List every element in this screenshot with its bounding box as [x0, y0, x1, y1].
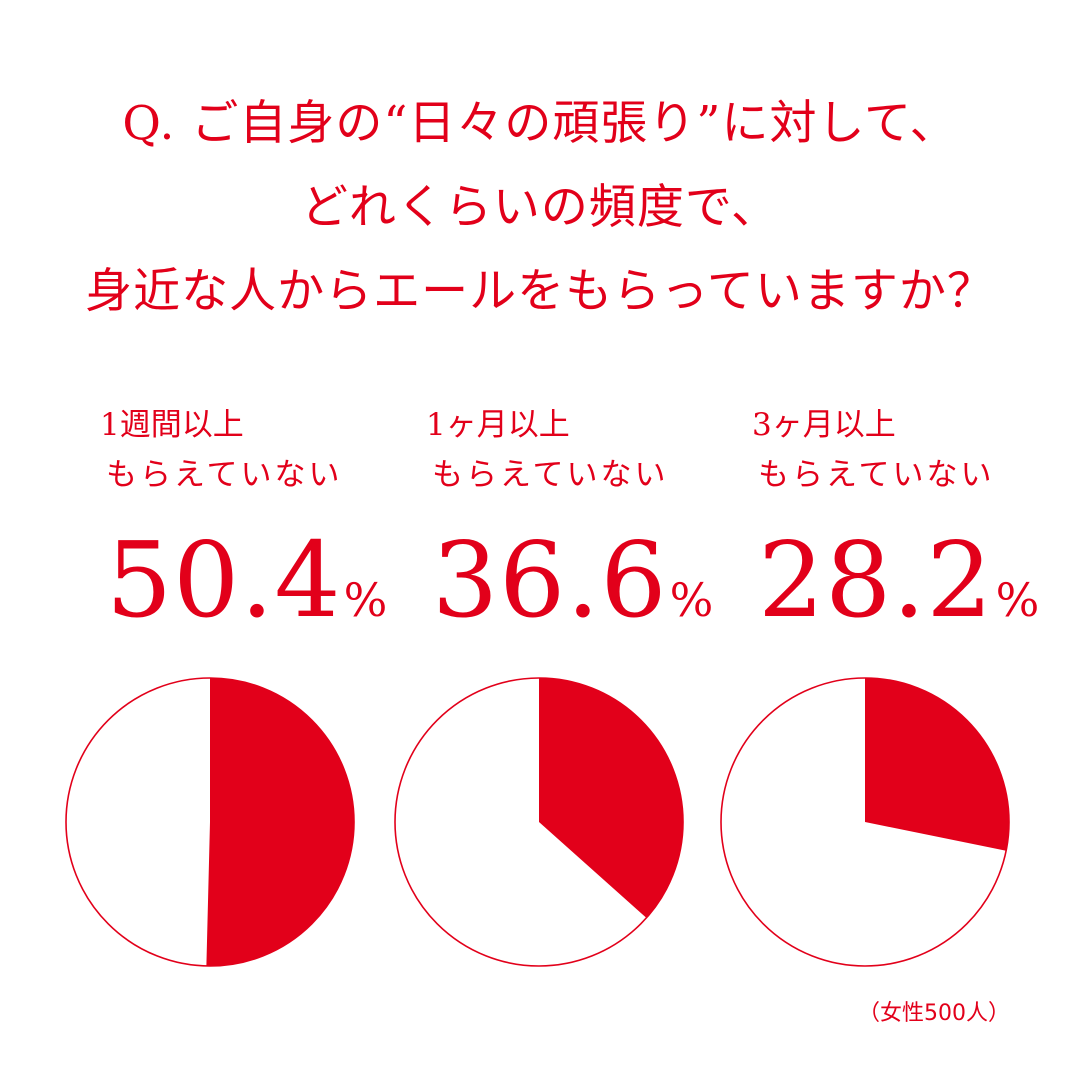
- pie-chart-1-week: [65, 677, 355, 967]
- stat-label-line-2: もらえていない: [106, 457, 343, 493]
- stat-column-3-months: 3ヶ月以上 もらえていない 28.2%: [752, 400, 1052, 632]
- stat-value: 36.6: [432, 519, 668, 641]
- pie-chart-3-months: [720, 677, 1010, 967]
- stat-percentage: 50.4%: [106, 528, 387, 632]
- stat-label-line-2: もらえていない: [432, 457, 669, 493]
- pie-slice: [865, 678, 1010, 851]
- question-line-3: 身近な人からエールをもらっていますか？: [85, 264, 995, 319]
- question-title: Q. ご自身の“日々の頑張り”に対して、 どれくらいの頻度で、 身近な人からエー…: [0, 82, 1080, 334]
- question-line-2: どれくらいの頻度で、: [300, 180, 780, 235]
- stat-value: 50.4: [106, 519, 342, 641]
- stat-percentage: 36.6%: [432, 528, 713, 632]
- stat-label-line-1: 1週間以上: [100, 407, 244, 443]
- percent-sign: %: [669, 573, 714, 627]
- percent-sign: %: [995, 573, 1040, 627]
- pie-outline: [720, 677, 1010, 967]
- question-line-1: Q. ご自身の“日々の頑張り”に対して、: [122, 96, 958, 151]
- stat-percentage: 28.2%: [758, 528, 1039, 632]
- stat-label: 1ヶ月以上 もらえていない: [426, 400, 726, 500]
- pie-outline: [65, 677, 355, 967]
- stat-column-1-week: 1週間以上 もらえていない 50.4%: [100, 400, 400, 632]
- sample-size-note: （女性500人）: [858, 1001, 1010, 1026]
- stat-value: 28.2: [758, 519, 994, 641]
- stat-label: 3ヶ月以上 もらえていない: [752, 400, 1052, 500]
- stat-label: 1週間以上 もらえていない: [100, 400, 400, 500]
- pie-slice: [206, 677, 355, 966]
- pie-chart-1-month: [394, 677, 684, 967]
- pie-outline: [394, 677, 684, 967]
- stat-label-line-1: 3ヶ月以上: [752, 407, 896, 443]
- stat-label-line-1: 1ヶ月以上: [426, 407, 570, 443]
- pie-slice: [539, 678, 684, 918]
- stat-label-line-2: もらえていない: [758, 457, 995, 493]
- stat-column-1-month: 1ヶ月以上 もらえていない 36.6%: [426, 400, 726, 632]
- percent-sign: %: [343, 573, 388, 627]
